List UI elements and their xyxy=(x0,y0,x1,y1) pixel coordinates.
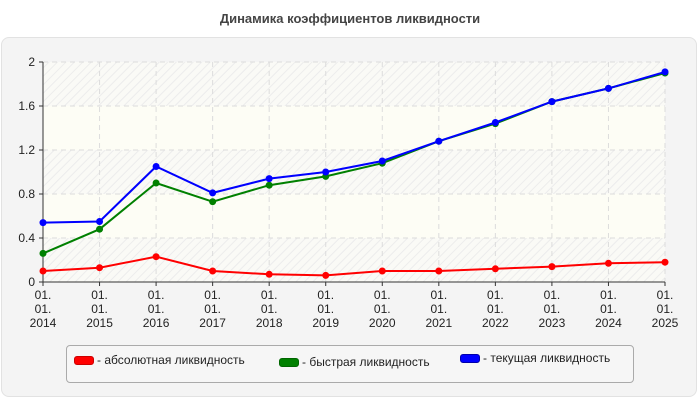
x-tick-label: 2021 xyxy=(425,316,452,330)
x-tick-label: 2014 xyxy=(30,316,57,330)
x-tick-label: 2022 xyxy=(482,316,509,330)
legend-label: - быстрая ликвидность xyxy=(302,355,430,369)
legend-swatch-green xyxy=(279,357,299,367)
y-tick-label: 1.2 xyxy=(18,143,35,157)
data-point xyxy=(96,218,104,225)
x-tick-label: 01. xyxy=(544,302,561,316)
y-tick-label: 0.4 xyxy=(18,231,35,245)
legend: - абсолютная ликвидность - быстрая ликви… xyxy=(66,345,634,383)
legend-swatch-blue xyxy=(460,353,480,363)
x-tick-label: 01. xyxy=(261,302,278,316)
x-tick-label: 01. xyxy=(204,302,221,316)
x-tick-label: 01. xyxy=(261,288,278,302)
x-axis-ticks: 01.01.201401.01.201501.01.201601.01.2017… xyxy=(30,282,679,330)
data-point xyxy=(96,225,104,233)
data-point xyxy=(322,168,330,176)
y-axis-ticks: 0 0.4 0.8 1.2 1.6 2 xyxy=(18,55,43,289)
data-point xyxy=(435,137,443,145)
data-point xyxy=(96,264,104,272)
data-point xyxy=(209,267,217,275)
axes xyxy=(42,62,665,283)
x-tick-label: 2016 xyxy=(143,316,170,330)
data-point xyxy=(378,157,386,165)
x-tick-label: 01. xyxy=(91,288,108,302)
legend-swatch-red xyxy=(74,355,94,365)
x-tick-label: 01. xyxy=(600,302,617,316)
legend-label: - текущая ликвидность xyxy=(483,351,611,365)
data-point xyxy=(152,179,160,187)
x-tick-label: 01. xyxy=(544,288,561,302)
series-line xyxy=(42,70,666,224)
x-tick-label: 01. xyxy=(148,302,165,316)
plot-background-bands xyxy=(43,62,665,282)
series-line xyxy=(42,255,666,277)
x-tick-label: 01. xyxy=(430,288,447,302)
chart-title: Динамика коэффициентов ликвидности xyxy=(219,11,481,26)
x-tick-label: 01. xyxy=(374,288,391,302)
x-tick-label: 01. xyxy=(204,288,221,302)
x-tick-label: 01. xyxy=(374,302,391,316)
data-point xyxy=(209,189,217,197)
legend-item-absolute: - абсолютная ликвидность xyxy=(74,353,245,367)
x-tick-label: 01. xyxy=(600,288,617,302)
data-point xyxy=(378,267,386,275)
data-point xyxy=(152,253,160,261)
data-point xyxy=(265,270,273,278)
data-point xyxy=(265,181,273,189)
x-tick-label: 2017 xyxy=(199,316,226,330)
data-point xyxy=(39,249,47,257)
data-point xyxy=(209,198,217,206)
data-point xyxy=(491,265,499,273)
y-tick-label: 0 xyxy=(28,275,35,289)
data-point xyxy=(661,68,669,76)
x-tick-label: 01. xyxy=(657,288,674,302)
x-tick-label: 2023 xyxy=(539,316,566,330)
x-tick-label: 2024 xyxy=(595,316,622,330)
x-tick-label: 2015 xyxy=(86,316,113,330)
x-tick-label: 01. xyxy=(657,302,674,316)
data-point xyxy=(152,163,160,170)
x-tick-label: 01. xyxy=(317,302,334,316)
data-point xyxy=(265,175,273,183)
x-tick-label: 01. xyxy=(91,302,108,316)
legend-item-quick: - быстрая ликвидность xyxy=(279,355,430,369)
data-point xyxy=(604,259,612,267)
x-tick-label: 01. xyxy=(487,302,504,316)
data-point xyxy=(491,119,499,126)
x-tick-label: 2020 xyxy=(369,316,396,330)
x-tick-label: 01. xyxy=(35,302,52,316)
x-tick-label: 01. xyxy=(487,288,504,302)
y-tick-label: 0.8 xyxy=(18,187,35,201)
gridlines xyxy=(43,61,666,282)
data-point xyxy=(39,219,47,227)
x-tick-label: 01. xyxy=(35,288,52,302)
y-tick-label: 2 xyxy=(28,55,35,69)
data-point xyxy=(435,267,443,275)
data-point xyxy=(548,98,556,106)
legend-label: - абсолютная ликвидность xyxy=(97,353,245,367)
series-lines xyxy=(39,68,669,279)
data-point xyxy=(661,258,669,266)
data-point xyxy=(322,271,330,279)
x-tick-label: 01. xyxy=(430,302,447,316)
y-tick-label: 1.6 xyxy=(18,99,35,113)
data-point xyxy=(39,267,47,275)
data-point xyxy=(548,263,556,271)
x-tick-label: 2025 xyxy=(652,316,679,330)
data-point xyxy=(604,84,612,92)
x-tick-label: 2019 xyxy=(312,316,339,330)
legend-item-current: - текущая ликвидность xyxy=(460,351,610,365)
x-tick-label: 01. xyxy=(148,288,165,302)
x-tick-label: 2018 xyxy=(256,316,283,330)
x-tick-label: 01. xyxy=(317,288,334,302)
